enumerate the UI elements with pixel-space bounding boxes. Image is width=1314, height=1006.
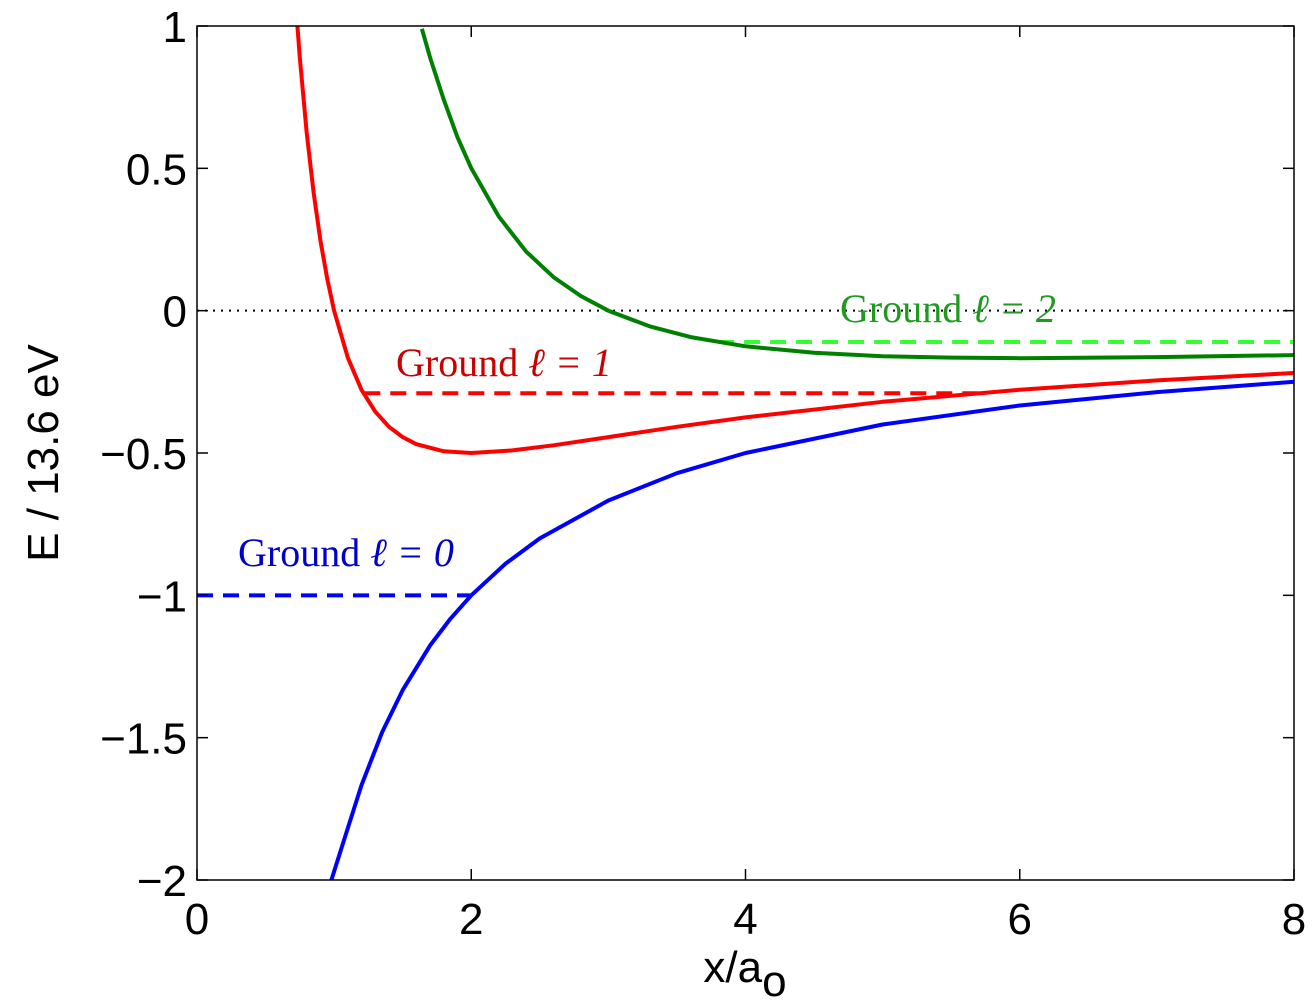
- ground-label-1: Ground ℓ = 1: [396, 340, 612, 385]
- plot-lines: [197, 26, 1294, 880]
- potential-curve-0: [329, 379, 1294, 880]
- ground-label-word: Ground: [396, 340, 528, 385]
- x-tick-label: 2: [459, 895, 483, 944]
- y-axis-label: E / 13.6 eV: [19, 343, 68, 561]
- ground-label-word: Ground: [840, 286, 972, 331]
- ground-label-math: ℓ = 2: [972, 286, 1056, 331]
- y-tick-label: −1.5: [100, 715, 187, 764]
- y-tick-label: 1: [163, 3, 187, 52]
- ground-label-0: Ground ℓ = 0: [238, 530, 454, 575]
- y-tick-label: 0.5: [126, 145, 187, 194]
- axis-ticks: 0 2 4 6 8 1 0.5 0 −0.5 −1 −1.5 −2: [100, 3, 1306, 944]
- x-tick-label: 8: [1282, 895, 1306, 944]
- ground-label-math: ℓ = 0: [370, 530, 454, 575]
- y-tick-label: 0: [163, 288, 187, 337]
- x-tick-label: 0: [185, 895, 209, 944]
- y-tick-label: −0.5: [100, 430, 187, 479]
- x-tick-label: 4: [733, 895, 757, 944]
- y-tick-label: −2: [137, 857, 187, 906]
- x-axis-label-subscript: o: [762, 957, 786, 1006]
- y-tick-label: −1: [137, 572, 187, 621]
- x-axis-label-main: x/a: [703, 943, 762, 992]
- ground-label-2: Ground ℓ = 2: [840, 286, 1056, 331]
- ground-label-math: ℓ = 1: [528, 340, 612, 385]
- x-axis-label: x/ao: [703, 943, 786, 1006]
- x-tick-label: 6: [1008, 895, 1032, 944]
- potential-curve-1: [295, 26, 1294, 455]
- ground-label-word: Ground: [238, 530, 370, 575]
- potential-curve-2: [419, 28, 1294, 361]
